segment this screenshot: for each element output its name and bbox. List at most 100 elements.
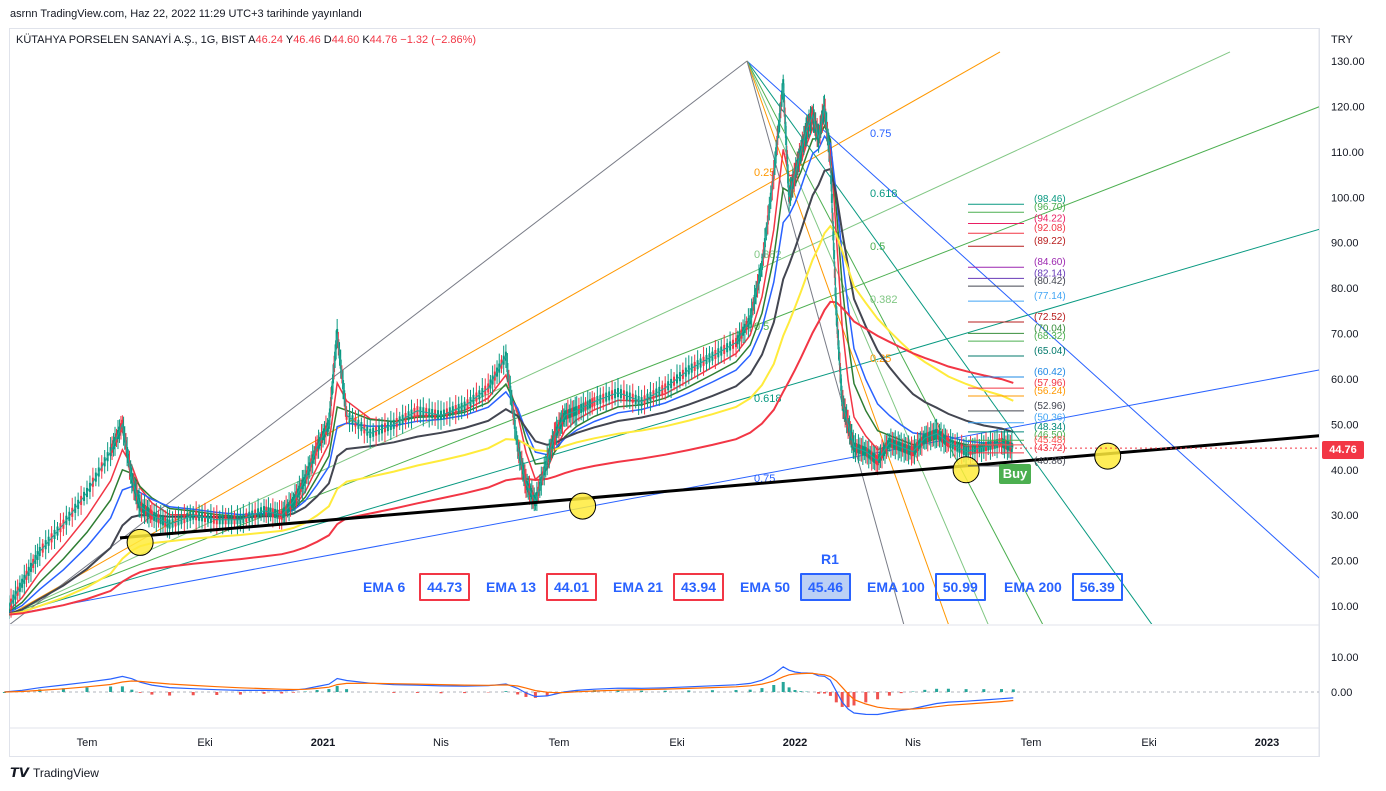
trend-line: [9, 60, 748, 624]
y-tick-label: 30.00: [1331, 510, 1359, 522]
macd-histogram-bar: [640, 690, 644, 692]
ema-value: 50.99: [934, 573, 986, 601]
candle-body: [9, 602, 10, 612]
ema-50-box: EMA 50 45.46: [740, 573, 851, 601]
y-tick-label: 120.00: [1331, 101, 1365, 113]
fib-fan-line: [9, 51, 1231, 616]
macd-histogram-bar: [138, 692, 142, 693]
x-tick-label: Nis: [433, 737, 449, 749]
price-level-label: (40.86): [1034, 456, 1066, 467]
buy-signal-label: Buy: [999, 464, 1031, 484]
macd-histogram-bar: [748, 689, 752, 692]
fib-fan-label: 0.25: [754, 167, 775, 179]
candle-body: [6, 607, 8, 616]
macd-histogram-bar: [150, 692, 154, 695]
macd-histogram-bar: [238, 692, 242, 695]
macd-histogram-bar: [315, 690, 319, 692]
support-touch-marker: [569, 492, 597, 520]
macd-histogram-bar: [823, 692, 826, 694]
macd-histogram-bar: [935, 688, 939, 692]
footer-brand: 𝙏𝙑 TradingView: [10, 763, 99, 783]
candle-body: [3, 611, 5, 620]
ema-6-box: EMA 6 44.73: [363, 573, 471, 601]
price-level-label: (56.24): [1034, 386, 1066, 397]
ema-100-box: EMA 100 50.99: [867, 573, 986, 601]
low-value: 44.60: [331, 34, 360, 46]
x-tick-label: 2021: [311, 737, 335, 749]
price-level-label: (80.42): [1034, 276, 1066, 287]
y-tick-label: 20.00: [1331, 556, 1359, 568]
symbol-legend: KÜTAHYA PORSELEN SANAYİ A.Ş., 1G, BIST A…: [16, 34, 476, 46]
price-level-label: (72.52): [1034, 312, 1066, 323]
price-level-label: (96.70): [1034, 202, 1066, 213]
macd-histogram-bar: [799, 691, 803, 692]
macd-histogram-bar: [61, 688, 65, 692]
y-tick-label: 70.00: [1331, 329, 1359, 341]
x-tick-label: Eki: [197, 737, 212, 749]
fib-fan-label: 0.618: [754, 393, 782, 405]
x-tick-label: Eki: [669, 737, 684, 749]
y-tick-label: 50.00: [1331, 419, 1359, 431]
y-tick-label: 10.00: [1331, 601, 1359, 613]
fib-fan-line: [9, 51, 1001, 616]
ema-line: [9, 300, 1014, 616]
change-value: −1.32 (−2.86%): [400, 34, 477, 46]
close-value: 44.76: [369, 34, 398, 46]
macd-histogram-bar: [463, 692, 467, 694]
price-line: [9, 83, 1014, 608]
price-level-label: (46.50): [1034, 430, 1066, 441]
price-level-label: (68.32): [1034, 331, 1066, 342]
y-tick-label: 100.00: [1331, 192, 1365, 204]
macd-histogram-bar: [533, 692, 537, 698]
ema-line: [9, 123, 1014, 613]
macd-histogram-bar: [262, 692, 266, 694]
fib-fan-line: [746, 60, 989, 624]
macd-histogram-bar: [710, 690, 714, 692]
macd-histogram-bar: [524, 692, 528, 697]
macd-histogram-bar: [439, 692, 443, 694]
open-value: 46.24: [255, 34, 283, 46]
price-level-label: (98.46): [1034, 194, 1066, 205]
ema-value: 44.73: [419, 573, 471, 601]
tradingview-logo-icon: 𝙏𝙑: [10, 765, 29, 780]
macd-histogram-bar: [781, 681, 785, 692]
macd-tick-label: 0.00: [1331, 687, 1352, 699]
fib-fan-label: 0.5: [870, 241, 885, 253]
macd-histogram-bar: [923, 689, 927, 692]
fib-fan-label: 0.618: [870, 188, 898, 200]
ema-label: EMA 100: [867, 579, 925, 595]
macd-histogram-bar: [760, 688, 764, 692]
fib-fan-line: [746, 60, 1319, 579]
macd-histogram-bar: [840, 692, 844, 707]
close-label: K: [362, 34, 370, 46]
ema-13-box: EMA 13 44.01: [486, 573, 597, 601]
y-tick-label: 40.00: [1331, 465, 1359, 477]
macd-histogram-bar: [687, 690, 691, 692]
open-label: A: [248, 34, 256, 46]
macd-histogram-bar: [787, 687, 791, 692]
high-value: 46.46: [293, 34, 321, 46]
ema-label: EMA 13: [486, 579, 537, 595]
x-tick-label: Tem: [1021, 737, 1042, 749]
support-touch-marker: [952, 456, 980, 484]
fib-fan-line: [746, 60, 1153, 624]
y-tick-label: 90.00: [1331, 238, 1359, 250]
macd-histogram-bar: [120, 686, 124, 692]
price-level-label: (89.22): [1034, 236, 1066, 247]
ema-value: 45.46: [799, 573, 851, 601]
macd-histogram-bar: [130, 689, 134, 692]
macd-histogram-bar: [616, 689, 620, 692]
macd-line: [4, 666, 1014, 716]
fib-fan-line: [9, 106, 1319, 616]
y-tick-label: 110.00: [1331, 147, 1364, 159]
last-price-badge: 44.76: [1322, 441, 1364, 459]
fib-fan-label: 0.382: [870, 294, 898, 306]
macd-histogram-bar: [1011, 689, 1015, 692]
price-level-label: (82.14): [1034, 268, 1066, 279]
ema-label: EMA 50: [740, 579, 791, 595]
macd-histogram-bar: [215, 692, 219, 695]
ema-line: [9, 134, 1014, 614]
price-level-label: (43.72): [1034, 443, 1066, 454]
macd-histogram-bar: [899, 692, 903, 694]
